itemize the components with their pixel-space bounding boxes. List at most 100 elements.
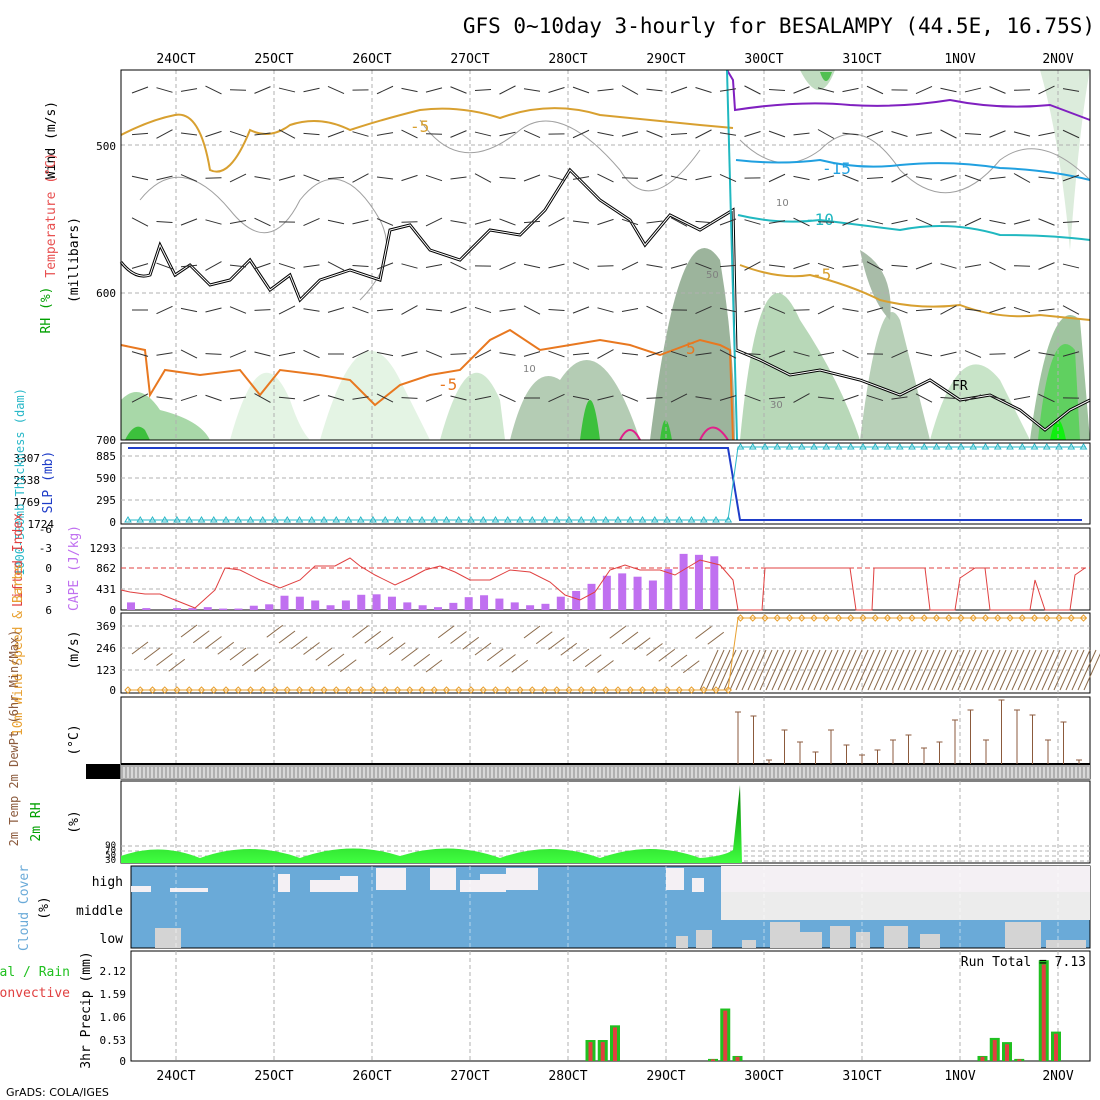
upper-wind-barb <box>548 393 565 403</box>
upper-wind-barb <box>646 220 663 224</box>
upper-wind-barb <box>744 394 761 402</box>
upper-wind-barb <box>964 217 982 227</box>
wind-barb <box>352 625 369 638</box>
wind-speed-marker <box>369 686 377 694</box>
wind-barb <box>658 648 676 662</box>
precip-legend-total: Total / Rain <box>0 965 70 980</box>
wind-barb <box>695 626 712 639</box>
thickness-marker <box>577 516 586 523</box>
upper-wind-barb <box>180 349 198 359</box>
upper-wind-barb <box>425 264 443 268</box>
rh-tick-3: 30 <box>105 856 116 866</box>
upper-wind-barb <box>964 394 982 402</box>
upper-wind-barb <box>376 218 394 226</box>
upper-wind-barb <box>499 308 516 312</box>
wind-speed-marker <box>271 686 279 694</box>
wind-barb-dense <box>699 649 719 691</box>
wind-barb-dense <box>1041 649 1061 691</box>
upper-wind-barb <box>719 88 737 92</box>
wind-barb <box>474 642 492 656</box>
upper-wind-barb <box>866 85 884 95</box>
wind-barb <box>388 642 406 656</box>
upper-wind-barb <box>621 308 639 312</box>
thickness-marker <box>160 516 169 523</box>
thickness-marker <box>430 516 439 523</box>
upper-wind-barb <box>1013 173 1031 183</box>
upper-wind-barb <box>670 86 688 94</box>
wind-speed-marker <box>553 686 561 694</box>
thickness-marker <box>1079 443 1088 450</box>
thickness-marker <box>552 516 561 523</box>
wind-speed-marker <box>357 686 365 694</box>
upper-wind-barb <box>940 351 957 357</box>
wind-barb-dense <box>711 649 731 691</box>
upper-wind-barb <box>719 349 737 359</box>
cape-bar-14 <box>341 600 350 610</box>
wind-speed-marker <box>136 686 144 694</box>
thickness-marker <box>1018 443 1027 450</box>
date-tick-top-9: 2NOV <box>1042 52 1073 67</box>
cloud-low-block-9 <box>920 934 940 948</box>
cloud-level-low: low <box>100 932 124 947</box>
upper-wind-barb <box>229 173 247 183</box>
cape-bars <box>127 553 719 610</box>
cloud-low-block-3 <box>742 940 756 948</box>
wind-barb-dense <box>729 649 749 691</box>
upper-wind-barb <box>621 394 639 402</box>
upper-wind-barb <box>499 352 516 356</box>
thickness-marker <box>626 516 635 523</box>
cape-tick-right-2: 431 <box>96 583 116 596</box>
upper-wind-barb <box>842 174 859 182</box>
wind-barb <box>180 624 198 638</box>
wind-barb-dense <box>807 649 827 691</box>
upper-wind-barb <box>964 264 982 268</box>
wind-speed-marker <box>320 686 328 694</box>
upper-wind-barb <box>499 131 516 137</box>
thickness-marker <box>222 516 230 523</box>
upper-wind-barb <box>915 308 933 312</box>
thickness-marker <box>344 516 353 523</box>
cape-bar-15 <box>357 594 366 610</box>
upper-wind-barb <box>474 89 492 91</box>
slp-grid <box>121 443 1090 524</box>
wind-barb <box>462 636 480 650</box>
upper-wind-barb <box>768 89 786 91</box>
cape-tick-left-3: 3 <box>45 583 52 596</box>
wind-panel: 369 246 123 0 10m Wind Speed & Barbs (m/… <box>11 564 1100 736</box>
cape-bar-34 <box>648 580 657 610</box>
wind-speed-marker <box>1079 614 1088 622</box>
upper-wind-barb <box>156 87 173 93</box>
thickness-marker <box>136 516 145 523</box>
wind-speed-marker <box>945 614 953 622</box>
jump-line <box>726 69 738 441</box>
cape-bar-24 <box>495 598 504 610</box>
upper-wind-barb <box>646 88 663 92</box>
precip-conv-bar-2 <box>613 1027 617 1061</box>
thickness-marker <box>271 516 279 523</box>
wind-tick-3: 0 <box>109 684 116 697</box>
thickness-marker <box>503 516 512 523</box>
cloud-high-gap-11 <box>692 878 704 892</box>
upper-wind-barb <box>646 130 663 138</box>
wind-barb-dense <box>933 649 953 691</box>
wind-speed-marker <box>614 686 622 694</box>
upper-tick-1: 600 <box>96 287 116 300</box>
cloud-low-block-2 <box>696 930 712 948</box>
slp-panel: 3307 2538 1769 1724 885 590 295 0 1000-5… <box>13 388 1091 576</box>
upper-wind-barb <box>548 217 565 227</box>
upper-wind-barb <box>450 176 467 180</box>
upper-wind-barb <box>695 87 712 93</box>
upper-wind-barb <box>915 217 933 227</box>
upper-wind-barb <box>229 306 247 314</box>
thickness-marker <box>895 443 904 450</box>
upper-air-panel: -5 5 -5 -15 -10 -5 50 10 30 10 FR 500 60… <box>39 69 1091 447</box>
cape-bar-11 <box>295 596 304 610</box>
upper-wind-barb <box>425 217 443 227</box>
date-tick-bottom-7: 31OCT <box>842 1069 881 1084</box>
upper-wind-barb <box>817 221 835 223</box>
date-tick-bottom-0: 24OCT <box>156 1069 195 1084</box>
upper-wind-barb <box>474 131 492 137</box>
wind-barb <box>670 654 688 668</box>
rh-unit: (%) <box>67 810 82 833</box>
wind-barb-dense <box>801 649 821 691</box>
